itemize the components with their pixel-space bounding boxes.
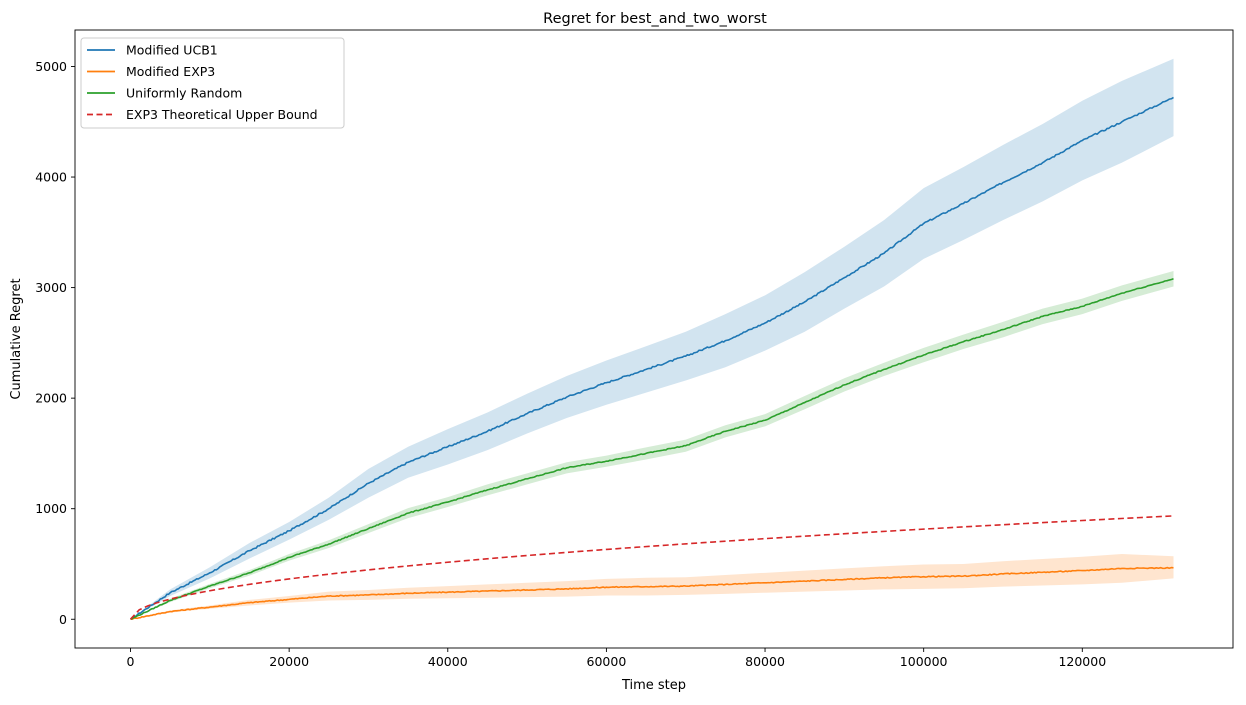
legend-item-exp3-theoretical-upper-bound: EXP3 Theoretical Upper Bound xyxy=(87,107,318,122)
y-tick-label: 4000 xyxy=(35,170,67,185)
x-tick-label: 60000 xyxy=(587,654,627,669)
y-tick-label: 1000 xyxy=(35,501,67,516)
x-axis-label: Time step xyxy=(621,678,686,693)
series-line-modified-ucb1 xyxy=(129,96,1174,620)
x-tick-label: 40000 xyxy=(428,654,468,669)
legend-item-modified-exp3: Modified EXP3 xyxy=(87,64,215,79)
y-axis-label: Cumulative Regret xyxy=(9,278,24,399)
legend-label: Uniformly Random xyxy=(126,86,242,101)
x-tick-label: 20000 xyxy=(269,654,309,669)
legend-label: EXP3 Theoretical Upper Bound xyxy=(126,107,318,122)
y-axis: 0 1000 2000 3000 4000 5000 xyxy=(35,59,75,627)
legend-box xyxy=(80,37,345,129)
series-line-exp3-upper-bound xyxy=(129,515,1174,620)
y-tick-label: 5000 xyxy=(35,59,67,74)
legend-items: Modified UCB1 Modified EXP3 Uniformly Rand… xyxy=(87,43,318,122)
x-tick-label: 100000 xyxy=(900,654,948,669)
series-line-uniformly-random xyxy=(130,277,1174,621)
legend-item-uniformly-random: Uniformly Random xyxy=(87,86,242,101)
plot-frame xyxy=(74,29,1234,649)
y-tick-label: 3000 xyxy=(35,280,67,295)
chart-title: Regret for best_and_two_worst xyxy=(543,11,767,27)
series-lines xyxy=(129,96,1174,621)
y-tick-label: 0 xyxy=(59,612,67,627)
x-axis: 0 20000 40000 60000 80000 100000 120000 xyxy=(127,648,1106,669)
y-tick-label: 2000 xyxy=(35,391,67,406)
legend-label: Modified EXP3 xyxy=(126,64,215,79)
legend: Modified UCB1 Modified EXP3 Uniformly Rand… xyxy=(80,37,345,129)
legend-item-modified-ucb1: Modified UCB1 xyxy=(87,43,218,58)
legend-label: Modified UCB1 xyxy=(126,43,218,58)
band-modified-ucb1 xyxy=(130,58,1174,620)
confidence-bands xyxy=(130,58,1174,620)
x-tick-label: 0 xyxy=(127,654,135,669)
x-tick-label: 120000 xyxy=(1058,654,1106,669)
x-tick-label: 80000 xyxy=(745,654,785,669)
series-line-modified-exp3 xyxy=(130,566,1174,621)
